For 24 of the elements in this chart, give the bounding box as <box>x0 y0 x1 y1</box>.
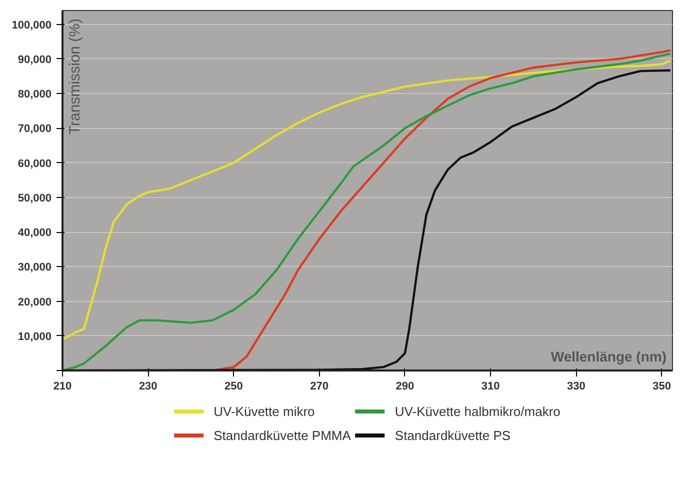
x-tick-label: 330 <box>567 380 586 392</box>
y-tick-label: 50,000 <box>18 192 52 204</box>
y-tick-label: 60,000 <box>18 158 52 170</box>
y-tick-label: 30,000 <box>18 262 52 274</box>
x-tick-label: 230 <box>138 380 158 392</box>
y-tick-label: 90,000 <box>18 54 52 66</box>
y-tick-label: 100,000 <box>12 19 52 32</box>
legend-label: Standardküvette PS <box>394 428 511 442</box>
x-tick-label: 350 <box>652 380 671 392</box>
x-tick-label: 210 <box>53 380 72 392</box>
x-tick-label: 310 <box>481 380 500 392</box>
y-tick-label: 80,000 <box>18 88 52 101</box>
legend-label: Standardküvette PMMA <box>214 428 351 442</box>
y-tick-label: 10,000 <box>18 330 52 343</box>
x-tick-label: 290 <box>396 380 414 392</box>
y-tick-label: 70,000 <box>18 123 52 136</box>
x-tick-label: 270 <box>310 380 329 392</box>
y-tick-label: 40,000 <box>18 227 52 240</box>
x-tick-label: 250 <box>224 380 243 392</box>
legend-label: UV-Küvette halbmikro/makro <box>394 404 560 418</box>
x-axis-title: Wellenlänge (nm) <box>550 348 667 364</box>
y-tick-label: 20,000 <box>18 296 52 308</box>
y-axis-title: Transmission (%) <box>66 18 84 135</box>
legend-label: UV-Küvette mikro <box>214 404 315 418</box>
